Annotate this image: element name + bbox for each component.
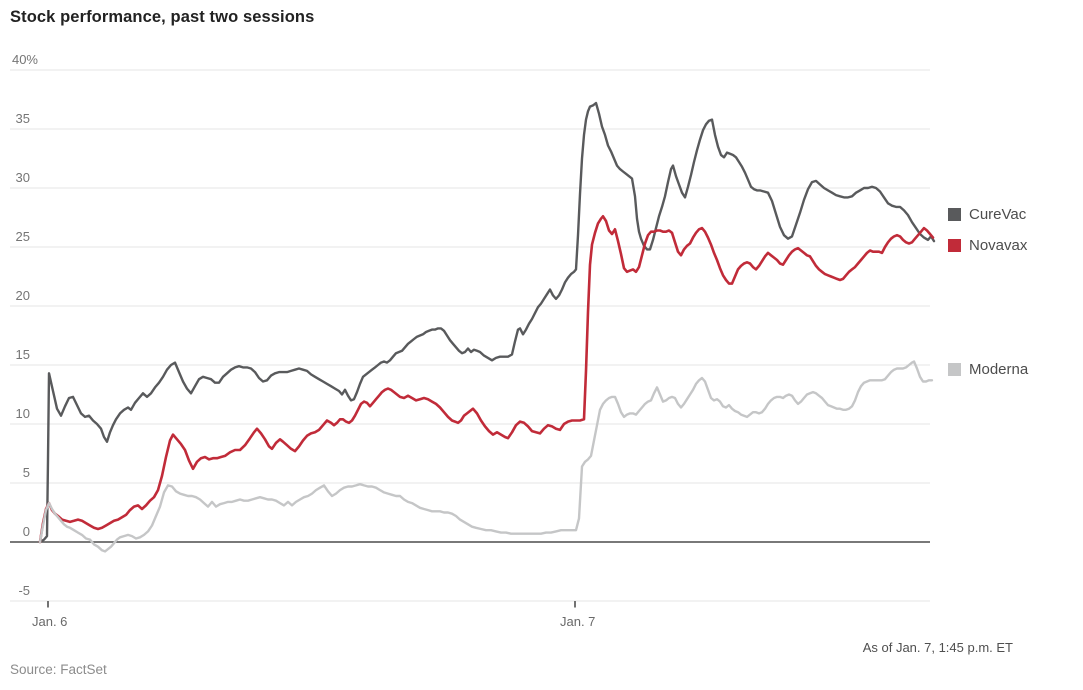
moderna-legend-swatch [948, 363, 961, 376]
curevac-legend-label: CureVac [969, 206, 1027, 223]
x-axis-label-jan7: Jan. 7 [560, 614, 596, 629]
curevac-legend-swatch [948, 208, 961, 221]
source-note: Source: FactSet [10, 662, 107, 677]
series-line-moderna [38, 360, 934, 553]
novavax-legend-label: Novavax [969, 237, 1028, 254]
legend-item-moderna: Moderna [948, 361, 1028, 378]
y-axis-tick-label: 35 [16, 111, 30, 126]
series-line-novavax [38, 215, 935, 544]
as-of-note: As of Jan. 7, 1:45 p.m. ET [862, 640, 1013, 655]
y-axis-tick-label: 0 [23, 524, 30, 539]
moderna-legend-label: Moderna [969, 361, 1029, 378]
x-axis-label-jan6: Jan. 6 [32, 614, 68, 629]
novavax-legend-swatch [948, 239, 961, 252]
y-axis-tick-label: 40% [12, 52, 38, 67]
chart-title: Stock performance, past two sessions [10, 8, 315, 26]
y-axis-tick-label: 30 [16, 170, 30, 185]
y-axis-tick-label: 20 [16, 288, 30, 303]
legend-item-novavax: Novavax [948, 237, 1027, 254]
y-axis-tick-label: 15 [16, 347, 30, 362]
legend-item-curevac: CureVac [948, 206, 1026, 223]
series-line-curevac [38, 101, 936, 544]
y-axis-tick-label: 10 [16, 406, 30, 421]
y-axis-tick-label: 5 [23, 465, 30, 480]
y-axis-tick-label: -5 [18, 583, 30, 598]
y-axis-tick-label: 25 [16, 229, 30, 244]
